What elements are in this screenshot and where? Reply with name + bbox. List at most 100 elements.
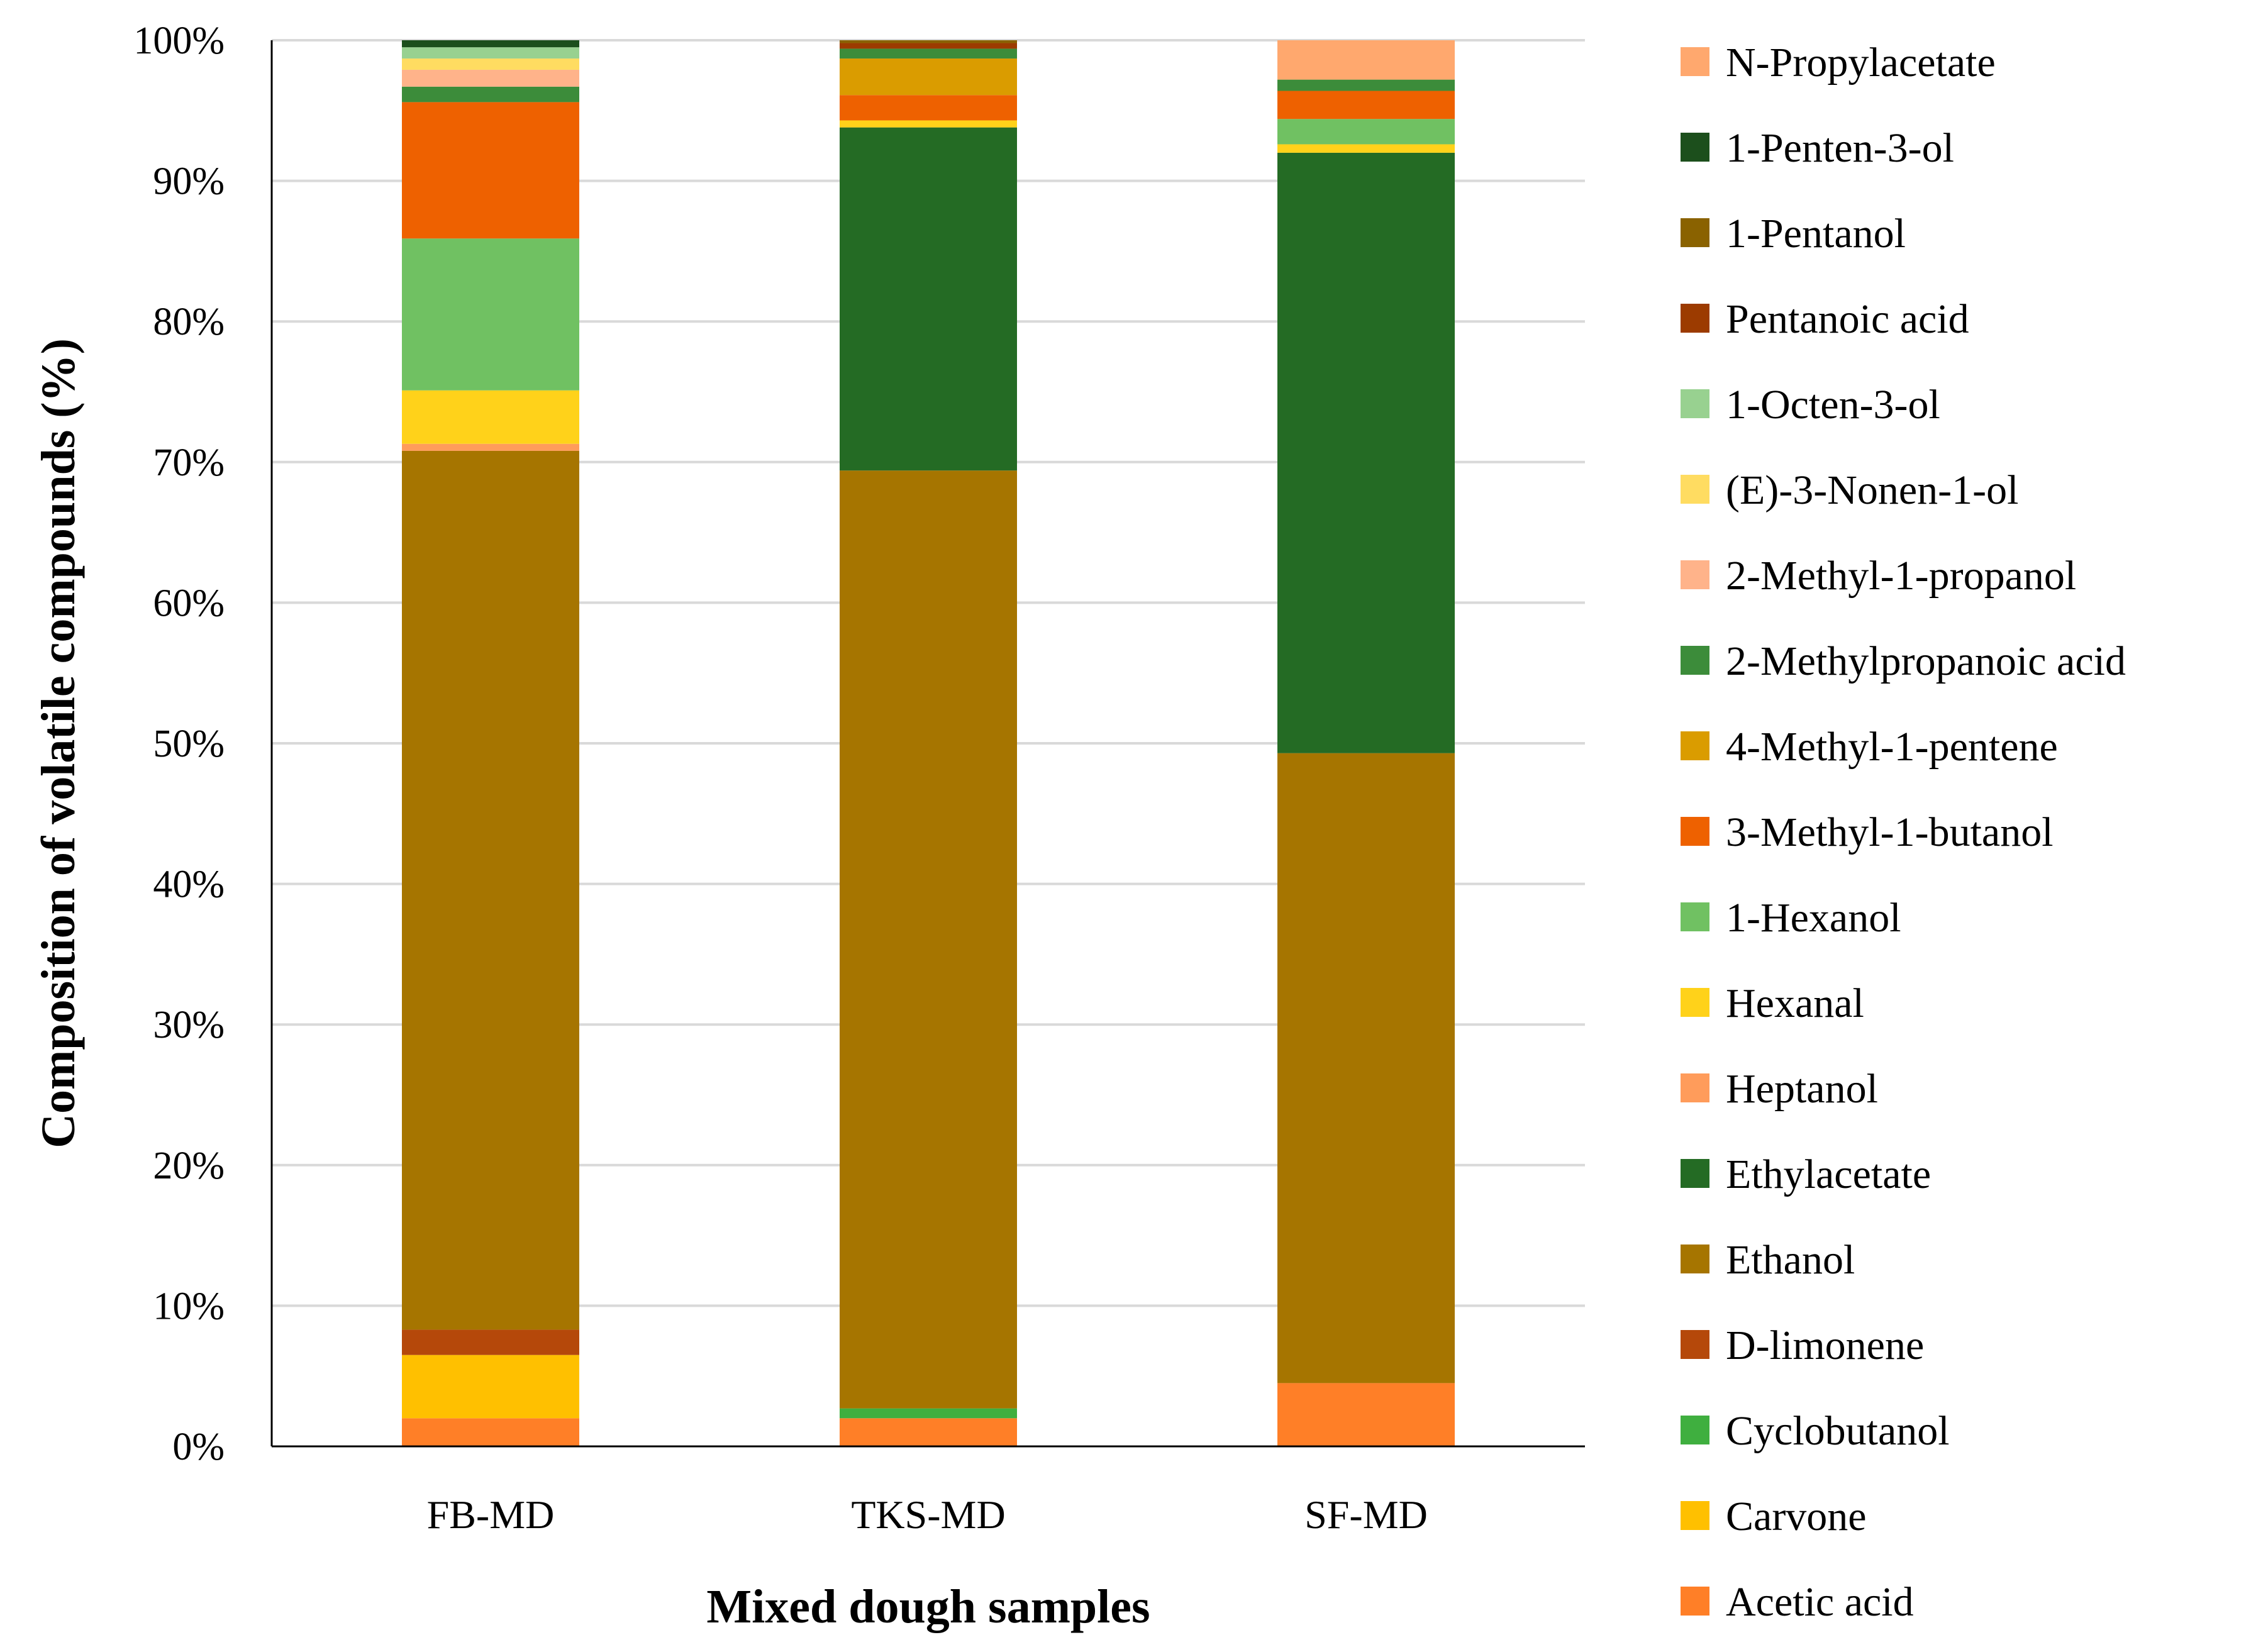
legend-item: D-limonene	[1681, 1322, 1924, 1368]
legend-label: Ethylacetate	[1726, 1151, 1931, 1197]
legend-item: 4-Methyl-1-pentene	[1681, 724, 2058, 770]
legend-label: 2-Methyl-1-propanol	[1726, 553, 2076, 599]
legend-item: Hexanal	[1681, 980, 1864, 1026]
legend-swatch	[1681, 304, 1709, 333]
x-category-label: SF-MD	[1304, 1492, 1428, 1537]
bar-segment	[1277, 144, 1455, 153]
bar-stack-tks-md	[840, 40, 1017, 1446]
bar-segment	[1277, 1383, 1455, 1446]
legend-swatch	[1681, 47, 1709, 76]
bar-segment	[1277, 753, 1455, 1383]
legend-swatch	[1681, 817, 1709, 846]
bar-segment	[1277, 79, 1455, 91]
bar-segment	[402, 1418, 579, 1446]
bar-segment	[402, 47, 579, 59]
y-tick-label: 100%	[133, 19, 225, 62]
bar-segment	[1277, 91, 1455, 119]
legend-label: 4-Methyl-1-pentene	[1726, 724, 2058, 770]
legend-item: 2-Methylpropanoic acid	[1681, 638, 2126, 684]
bar-segment	[840, 58, 1017, 96]
legend-swatch	[1681, 1159, 1709, 1188]
y-tick-label: 10%	[153, 1285, 225, 1328]
y-tick-label: 50%	[153, 723, 225, 765]
legend-item: 1-Hexanol	[1681, 895, 1901, 941]
y-tick-labels: 0% 10% 20% 30% 40% 50% 60% 70% 80% 90% 100%	[133, 19, 225, 1468]
legend-item: Ethylacetate	[1681, 1151, 1931, 1197]
bar-segment	[402, 450, 579, 1330]
legend-label: (E)-3-Nonen-1-ol	[1726, 467, 2018, 513]
bar-segment	[402, 238, 579, 391]
x-category-label: FB-MD	[427, 1492, 555, 1537]
legend-swatch	[1681, 988, 1709, 1017]
legend-item: 2-Methyl-1-propanol	[1681, 553, 2076, 599]
legend-item: Carvone	[1681, 1494, 1867, 1539]
legend-swatch	[1681, 133, 1709, 162]
bar-segment	[840, 40, 1017, 43]
y-tick-label: 90%	[153, 160, 225, 203]
bar-segment	[1277, 119, 1455, 145]
legend-label: Carvone	[1726, 1494, 1867, 1539]
x-category-label: TKS-MD	[851, 1492, 1005, 1537]
legend-item: 1-Pentanol	[1681, 211, 1906, 257]
legend-item: Acetic acid	[1681, 1579, 1914, 1625]
legend-label: D-limonene	[1726, 1322, 1924, 1368]
legend-item: 3-Methyl-1-butanol	[1681, 809, 2054, 855]
legend-swatch	[1681, 389, 1709, 418]
legend-swatch	[1681, 218, 1709, 247]
y-tick-label: 20%	[153, 1145, 225, 1187]
legend-swatch	[1681, 1330, 1709, 1359]
legend-swatch	[1681, 1073, 1709, 1102]
legend-label: Heptanol	[1726, 1066, 1878, 1112]
legend-label: 2-Methylpropanoic acid	[1726, 638, 2126, 684]
bar-segment	[840, 127, 1017, 471]
legend-item: Ethanol	[1681, 1237, 1855, 1283]
legend-label: Pentanoic acid	[1726, 296, 1969, 342]
legend-label: 1-Hexanol	[1726, 895, 1901, 941]
legend-swatch	[1681, 731, 1709, 760]
y-tick-label: 40%	[153, 863, 225, 906]
legend-item: Pentanoic acid	[1681, 296, 1969, 342]
bar-segment	[840, 43, 1017, 49]
bar-segment	[840, 1408, 1017, 1419]
y-tick-label: 60%	[153, 582, 225, 624]
legend: N-Propylacetate 1-Penten-3-ol 1-Pentanol Pe…	[1681, 40, 2126, 1625]
legend-swatch	[1681, 475, 1709, 504]
bar-stacks	[402, 40, 1455, 1446]
legend-swatch	[1681, 646, 1709, 675]
y-tick-label: 30%	[153, 1004, 225, 1046]
bar-segment	[402, 69, 579, 87]
x-axis-title: Mixed dough samples	[706, 1580, 1150, 1633]
bar-segment	[840, 95, 1017, 121]
bar-segment	[402, 1355, 579, 1419]
legend-swatch	[1681, 1501, 1709, 1530]
legend-item: 1-Penten-3-ol	[1681, 125, 1954, 171]
legend-item: Cyclobutanol	[1681, 1408, 1950, 1454]
legend-label: 1-Octen-3-ol	[1726, 382, 1940, 428]
legend-label: N-Propylacetate	[1726, 40, 1996, 86]
bar-stack-sf-md	[1277, 40, 1455, 1446]
y-tick-label: 80%	[153, 301, 225, 343]
bar-segment	[402, 86, 579, 103]
y-tick-label: 0%	[172, 1426, 225, 1468]
legend-swatch	[1681, 1416, 1709, 1444]
legend-label: 1-Pentanol	[1726, 211, 1906, 257]
legend-swatch	[1681, 1587, 1709, 1616]
y-axis-title: Composition of volatile compounds (%)	[32, 338, 85, 1148]
bar-segment	[1277, 152, 1455, 753]
legend-swatch	[1681, 1245, 1709, 1273]
legend-swatch	[1681, 902, 1709, 931]
legend-item: N-Propylacetate	[1681, 40, 1996, 86]
bar-segment	[840, 470, 1017, 1409]
legend-swatch	[1681, 560, 1709, 589]
bar-segment	[840, 120, 1017, 128]
legend-label: Acetic acid	[1726, 1579, 1914, 1625]
bar-segment	[402, 443, 579, 451]
legend-item: (E)-3-Nonen-1-ol	[1681, 467, 2018, 513]
bar-segment	[402, 390, 579, 444]
legend-label: 3-Methyl-1-butanol	[1726, 809, 2054, 855]
legend-label: Hexanal	[1726, 980, 1864, 1026]
bar-segment	[840, 1418, 1017, 1446]
legend-label: Cyclobutanol	[1726, 1408, 1950, 1454]
bar-segment	[402, 102, 579, 239]
